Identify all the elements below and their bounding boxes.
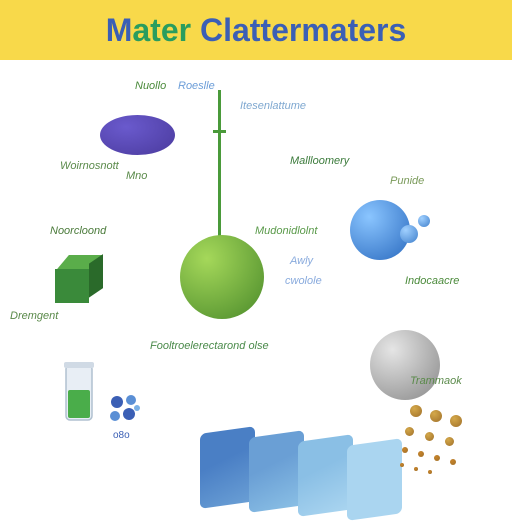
label-1: Nuollo: [135, 80, 166, 92]
beaker-icon: [60, 360, 100, 435]
label-7: Punide: [390, 175, 424, 187]
label-4: Woirnosnott: [60, 160, 119, 172]
small-blue-2: [418, 215, 430, 227]
dot-cluster: [400, 405, 480, 475]
grey-sphere: [370, 330, 440, 400]
molecule-label: o8o: [113, 430, 130, 441]
label-11: cwolole: [285, 275, 322, 287]
label-8: Noorcloond: [50, 225, 106, 237]
green-sphere: [180, 235, 264, 319]
diagram-content: o8o Nuollo Roeslle Itesenlattume Woirnos…: [0, 60, 512, 512]
label-12: Indocaacre: [405, 275, 459, 287]
label-6: Mallloomery: [290, 155, 349, 167]
label-14: Fooltroelerectarond olse: [150, 340, 269, 352]
label-5: Mno: [126, 170, 147, 182]
label-15: Trammaok: [410, 375, 462, 387]
label-3: Itesenlattume: [240, 100, 306, 112]
purple-ellipse: [100, 115, 175, 155]
label-10: Awly: [290, 255, 313, 267]
small-blue-1: [400, 225, 418, 243]
connector-tick: [213, 130, 226, 133]
title: Mater Clattermaters: [106, 12, 407, 49]
molecule-icon: [105, 390, 145, 430]
label-13: Dremgent: [10, 310, 58, 322]
connector-line: [218, 90, 221, 238]
label-2: Roeslle: [178, 80, 215, 92]
label-9: Mudonidlolnt: [255, 225, 317, 237]
header: Mater Clattermaters: [0, 0, 512, 60]
green-cube: [55, 255, 103, 299]
